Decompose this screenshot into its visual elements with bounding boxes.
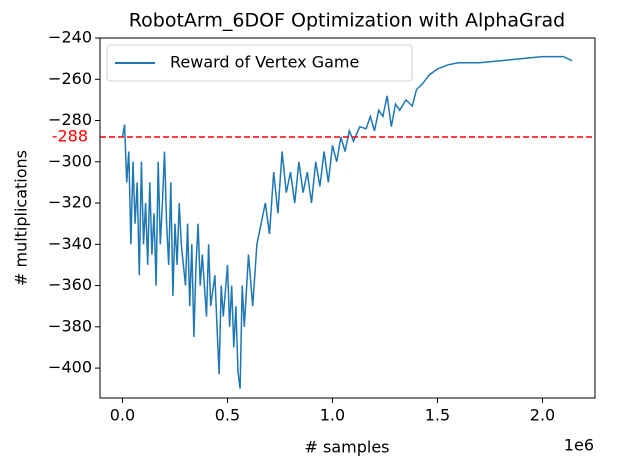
x-tick-label: 0.0 [110,406,135,425]
y-tick-label: −340 [48,234,92,253]
x-offset-label: 1e6 [564,436,594,455]
x-tick-label: 0.5 [215,406,240,425]
x-tick-label: 2.0 [530,406,555,425]
x-axis-label: # samples [305,438,390,457]
y-tick-label: −240 [48,28,92,47]
y-tick-label: −380 [48,316,92,335]
y-axis-label: # multiplications [12,150,31,286]
x-tick-label: 1.0 [320,406,345,425]
y-tick-label: −320 [48,193,92,212]
y-tick-label: −360 [48,275,92,294]
y-tick-label: −300 [48,151,92,170]
plot-frame [99,37,596,399]
data-line [121,55,573,389]
x-tick-label: 1.5 [425,406,450,425]
reference-label: -288 [52,127,88,146]
legend-label: Reward of Vertex Game [170,53,359,72]
y-tick-label: −280 [48,110,92,129]
y-tick-label: −400 [48,358,92,377]
y-tick-label: −260 [48,69,92,88]
chart-title: RobotArm_6DOF Optimization with AlphaGra… [129,10,565,32]
legend-box [106,44,413,82]
